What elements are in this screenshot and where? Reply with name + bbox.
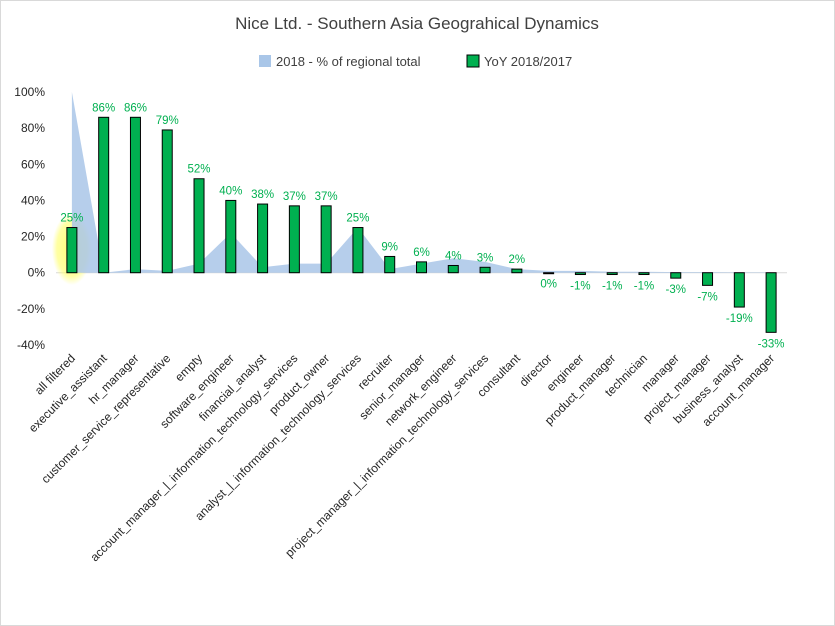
legend: 2018 - % of regional total YoY 2018/2017: [259, 54, 572, 69]
bar-series-layer: [66, 116, 777, 333]
data-label: 40%: [219, 185, 242, 197]
data-label: 37%: [283, 191, 306, 203]
data-label: 86%: [124, 102, 147, 114]
bar-yoy: [416, 261, 427, 274]
data-label: -3%: [666, 284, 686, 296]
y-tick-label: -40%: [17, 338, 45, 352]
legend-swatch-bar: [466, 54, 480, 68]
bar-yoy: [606, 272, 618, 276]
data-label: 25%: [60, 213, 83, 225]
bar-yoy: [384, 255, 396, 274]
bar-yoy: [670, 272, 682, 279]
bar-yoy: [574, 272, 586, 276]
y-tick-label: 0%: [28, 266, 46, 280]
bar-yoy: [161, 129, 173, 274]
bar-yoy: [733, 272, 745, 308]
chart-title: Nice Ltd. - Southern Asia Geograhical Dy…: [235, 14, 599, 33]
data-label: 86%: [92, 102, 115, 114]
y-tick-label: 20%: [21, 230, 45, 244]
data-label: -1%: [634, 281, 654, 293]
bar-yoy: [98, 116, 110, 274]
data-label: -19%: [726, 313, 753, 325]
bar-yoy: [129, 116, 141, 274]
y-axis-ticks: 100% 80% 60% 40% 20% 0% -20% -40%: [14, 85, 45, 352]
legend-swatch-area: [259, 55, 271, 67]
data-label: 6%: [413, 247, 430, 259]
data-labels: 25% 86% 86% 79% 52% 40% 38% 37% 37% 25% 9% 6% 4% 3% 2%…: [60, 102, 784, 350]
data-label: 0%: [540, 279, 557, 291]
bar-yoy: [479, 266, 491, 274]
bar-yoy: [543, 272, 555, 275]
data-label: -1%: [602, 281, 622, 293]
bar-yoy: [193, 178, 205, 274]
y-tick-label: 40%: [21, 193, 45, 207]
y-tick-label: 80%: [21, 121, 45, 135]
bar-yoy: [225, 199, 237, 274]
bar-yoy: [447, 264, 459, 274]
data-label: 52%: [188, 164, 211, 176]
bar-yoy: [66, 227, 78, 274]
data-label: 37%: [315, 191, 338, 203]
legend-label-bar: YoY 2018/2017: [484, 54, 572, 69]
y-tick-label: 60%: [21, 157, 45, 171]
data-label: -1%: [570, 281, 590, 293]
bar-yoy: [702, 272, 714, 286]
data-label: -7%: [697, 291, 717, 303]
bar-yoy: [257, 203, 269, 274]
data-label: 79%: [156, 115, 179, 127]
bar-yoy: [765, 272, 777, 333]
bar-yoy: [638, 272, 650, 276]
data-label: 4%: [445, 250, 462, 262]
data-label: 25%: [346, 213, 369, 225]
data-label: 2%: [509, 254, 526, 266]
x-axis-ticks: all filteredexecutive_assistanthr_manage…: [26, 351, 777, 565]
bar-yoy: [511, 268, 523, 274]
data-label: 9%: [381, 241, 398, 253]
y-tick-label: 100%: [14, 85, 45, 99]
bar-yoy: [288, 205, 300, 274]
y-tick-label: -20%: [17, 302, 45, 316]
data-label: -33%: [758, 338, 785, 350]
legend-label-area: 2018 - % of regional total: [276, 54, 421, 69]
data-label: 3%: [477, 252, 494, 264]
bar-yoy: [352, 227, 364, 274]
bar-yoy: [320, 205, 332, 274]
data-label: 38%: [251, 189, 274, 201]
